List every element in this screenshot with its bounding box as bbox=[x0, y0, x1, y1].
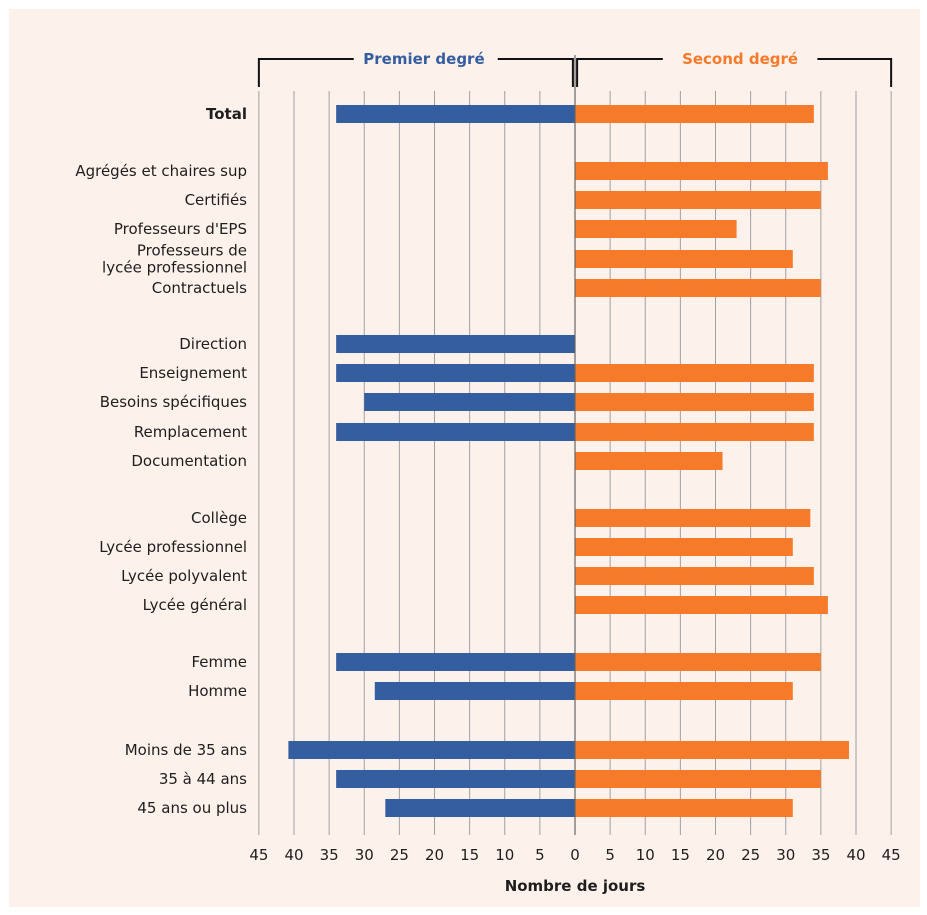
bar-second-degre bbox=[575, 452, 723, 470]
category-label: Remplacement bbox=[134, 423, 247, 441]
tick-label: 15 bbox=[460, 846, 479, 864]
category-label: Agrégés et chaires sup bbox=[75, 162, 247, 180]
category-label: Professeurs de bbox=[137, 242, 247, 260]
tick-label: 25 bbox=[390, 846, 409, 864]
tick-label: 25 bbox=[741, 846, 760, 864]
bar-second-degre bbox=[575, 220, 737, 238]
bar-second-degre bbox=[575, 509, 811, 527]
category-label: Lycée général bbox=[143, 596, 247, 614]
tick-label: 45 bbox=[882, 846, 901, 864]
bar-premier-degre bbox=[374, 682, 575, 700]
tick-label: 35 bbox=[811, 846, 830, 864]
bar-premier-degre bbox=[336, 105, 575, 123]
tick-label: 10 bbox=[636, 846, 655, 864]
category-label: 35 à 44 ans bbox=[159, 770, 247, 788]
bracket-premier-right bbox=[497, 58, 574, 87]
bracket-second-left bbox=[576, 58, 663, 87]
bar-second-degre bbox=[575, 105, 814, 123]
bar-premier-degre bbox=[336, 770, 575, 788]
category-label: Homme bbox=[188, 682, 247, 700]
tick-label: 30 bbox=[776, 846, 795, 864]
tick-label: 40 bbox=[284, 846, 303, 864]
bar-second-degre bbox=[575, 653, 821, 671]
category-label: Lycée polyvalent bbox=[121, 567, 247, 585]
category-label: Lycée professionnel bbox=[99, 538, 247, 556]
chart-panel: Total Agrégés et chaires sup Certifiés Prof… bbox=[9, 9, 920, 907]
bar-second-degre bbox=[575, 191, 821, 209]
category-label: lycée professionnel bbox=[102, 259, 247, 277]
tick-label: 15 bbox=[671, 846, 690, 864]
diverging-bar-chart: Total Agrégés et chaires sup Certifiés Prof… bbox=[75, 50, 901, 895]
category-label: Besoins spécifiques bbox=[100, 393, 247, 411]
bar-second-degre bbox=[575, 279, 821, 297]
bar-second-degre bbox=[575, 364, 814, 382]
bar-premier-degre bbox=[336, 335, 575, 353]
bar-premier-degre bbox=[336, 364, 575, 382]
category-label: Femme bbox=[192, 653, 248, 671]
bar-second-degre bbox=[575, 799, 793, 817]
bar-premier-degre bbox=[288, 741, 575, 759]
x-axis-title: Nombre de jours bbox=[505, 877, 646, 895]
tick-label: 45 bbox=[249, 846, 268, 864]
category-label: 45 ans ou plus bbox=[137, 799, 247, 817]
bar-second-degre bbox=[575, 250, 793, 268]
group-label-premier: Premier degré bbox=[363, 50, 484, 68]
tick-label: 20 bbox=[706, 846, 725, 864]
category-label: Enseignement bbox=[139, 364, 247, 382]
category-label: Documentation bbox=[131, 452, 247, 470]
tick-label: 20 bbox=[425, 846, 444, 864]
bar-second-degre bbox=[575, 741, 849, 759]
bar-second-degre bbox=[575, 393, 814, 411]
tick-label: 10 bbox=[495, 846, 514, 864]
bar-premier-degre bbox=[385, 799, 575, 817]
bar-second-degre bbox=[575, 538, 793, 556]
bar-premier-degre bbox=[336, 423, 575, 441]
tick-label: 0 bbox=[570, 846, 580, 864]
bar-second-degre bbox=[575, 596, 828, 614]
group-label-second: Second degré bbox=[682, 50, 798, 68]
bar-second-degre bbox=[575, 567, 814, 585]
tick-label: 5 bbox=[605, 846, 615, 864]
bar-premier-degre bbox=[336, 653, 575, 671]
bar-premier-degre bbox=[364, 393, 575, 411]
bar-second-degre bbox=[575, 770, 821, 788]
category-label: Direction bbox=[179, 335, 247, 353]
category-label: Total bbox=[206, 105, 247, 123]
tick-label: 5 bbox=[535, 846, 545, 864]
category-label: Professeurs d'EPS bbox=[114, 220, 247, 238]
bar-second-degre bbox=[575, 162, 828, 180]
tick-label: 35 bbox=[320, 846, 339, 864]
bar-second-degre bbox=[575, 682, 793, 700]
tick-label: 40 bbox=[846, 846, 865, 864]
category-label: Moins de 35 ans bbox=[125, 741, 247, 759]
category-label: Collège bbox=[191, 509, 247, 527]
bracket-premier-left bbox=[257, 58, 354, 87]
tick-label: 30 bbox=[355, 846, 374, 864]
bar-second-degre bbox=[575, 423, 814, 441]
bracket-second-right bbox=[817, 58, 893, 87]
category-label: Certifiés bbox=[185, 191, 248, 209]
category-label: Contractuels bbox=[152, 279, 247, 297]
